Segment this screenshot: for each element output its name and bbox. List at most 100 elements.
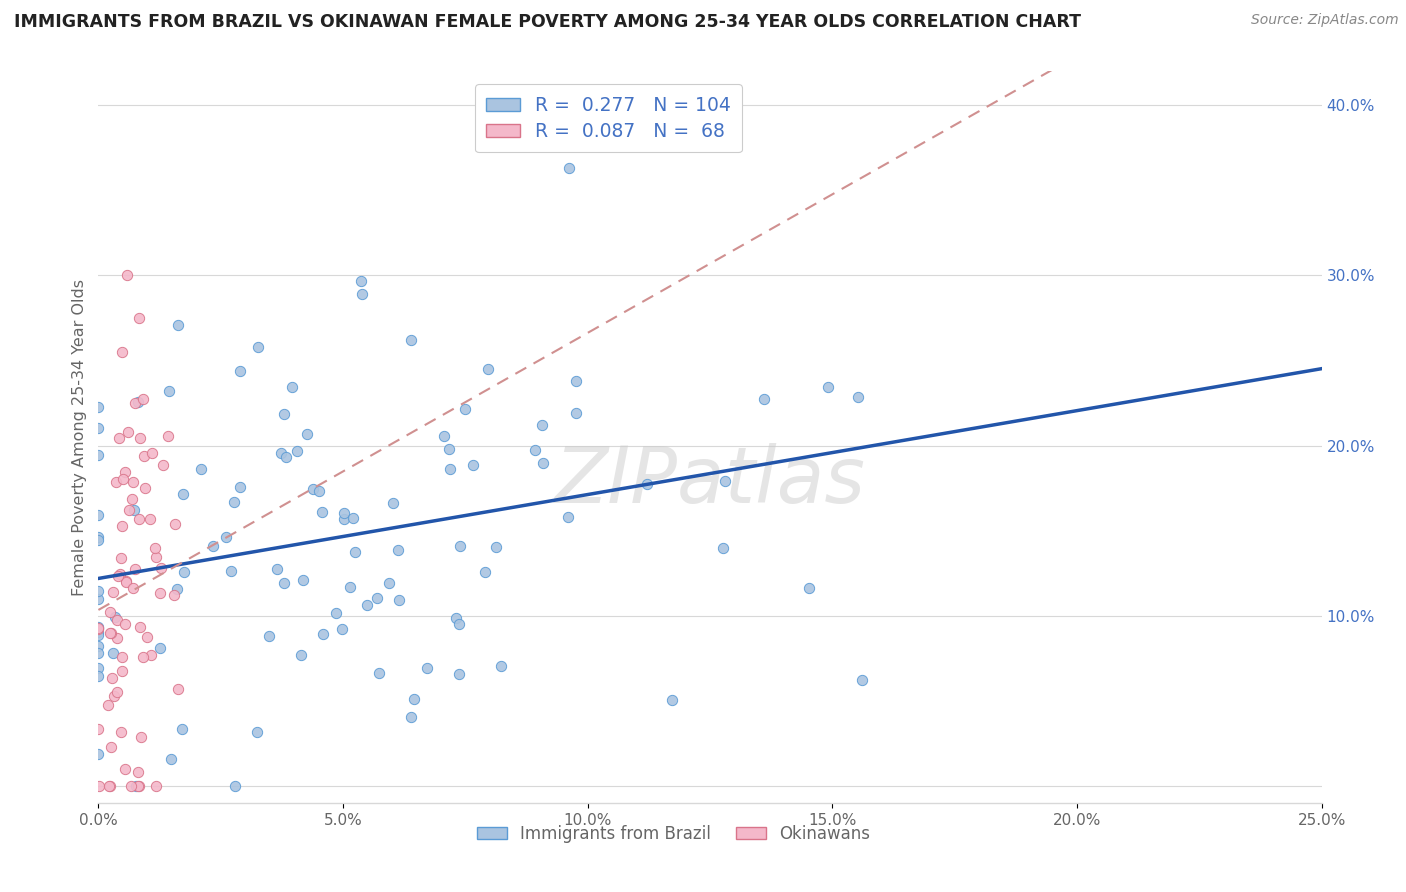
Point [157,384,180,398]
Point [415,661,437,675]
Point [302,482,325,496]
Point [201,539,224,553]
Point [167,681,190,696]
Point [114,617,136,632]
Point [87,622,110,636]
Point [107,684,129,698]
Point [343,545,366,559]
Point [711,541,734,556]
Point [378,575,401,590]
Point [89,779,111,793]
Point [121,582,143,596]
Point [128,620,150,634]
Point [110,551,132,566]
Text: IMMIGRANTS FROM BRAZIL VS OKINAWAN FEMALE POVERTY AMONG 25-34 YEAR OLDS CORRELAT: IMMIGRANTS FROM BRAZIL VS OKINAWAN FEMAL… [14,13,1081,31]
Point [290,648,312,662]
Point [558,161,581,175]
Point [352,287,374,301]
Point [149,585,172,599]
Point [533,456,555,470]
Point [117,425,139,439]
Point [530,418,553,433]
Point [273,576,295,591]
Point [103,584,125,599]
Point [246,725,269,739]
Point [565,374,588,388]
Point [228,480,250,494]
Point [160,752,183,766]
Point [101,646,124,660]
Point [111,519,134,533]
Point [103,690,125,704]
Point [817,380,839,394]
Point [138,512,160,526]
Point [145,549,167,564]
Point [87,584,110,599]
Point [557,509,579,524]
Point [399,333,422,347]
Point [87,628,110,642]
Point [339,580,361,594]
Point [433,429,456,443]
Point [108,431,131,445]
Point [754,392,776,406]
Point [270,446,292,460]
Point [120,779,142,793]
Point [851,673,873,688]
Point [87,669,110,683]
Point [333,506,356,520]
Point [87,747,110,762]
Point [222,495,245,509]
Point [565,406,588,420]
Point [100,626,122,640]
Point [449,616,471,631]
Point [98,626,121,640]
Point [149,561,172,575]
Point [111,665,134,679]
Legend: Immigrants from Brazil, Okinawans: Immigrants from Brazil, Okinawans [470,818,877,849]
Point [87,622,110,636]
Point [134,481,156,495]
Point [449,539,471,553]
Point [342,511,364,525]
Point [311,505,333,519]
Point [145,779,167,793]
Point [330,622,353,636]
Point [388,593,411,607]
Point [149,640,172,655]
Point [367,665,389,680]
Point [100,671,122,685]
Point [104,609,127,624]
Point [128,779,150,793]
Point [136,630,159,644]
Point [404,691,426,706]
Point [276,450,298,464]
Point [124,562,146,576]
Point [122,503,145,517]
Point [291,573,314,587]
Point [713,474,735,488]
Point [107,569,129,583]
Point [97,698,120,713]
Point [143,541,166,555]
Point [125,779,148,793]
Point [382,496,405,510]
Point [87,508,110,522]
Point [132,649,155,664]
Point [100,739,122,754]
Point [128,512,150,526]
Point [127,765,149,780]
Point [266,562,288,576]
Point [439,462,461,476]
Point [491,658,513,673]
Point [172,487,194,501]
Point [112,472,135,486]
Point [134,449,156,463]
Point [114,575,136,590]
Point [127,394,149,409]
Point [285,443,308,458]
Point [228,364,250,378]
Point [118,503,141,517]
Point [105,613,128,627]
Point [325,607,347,621]
